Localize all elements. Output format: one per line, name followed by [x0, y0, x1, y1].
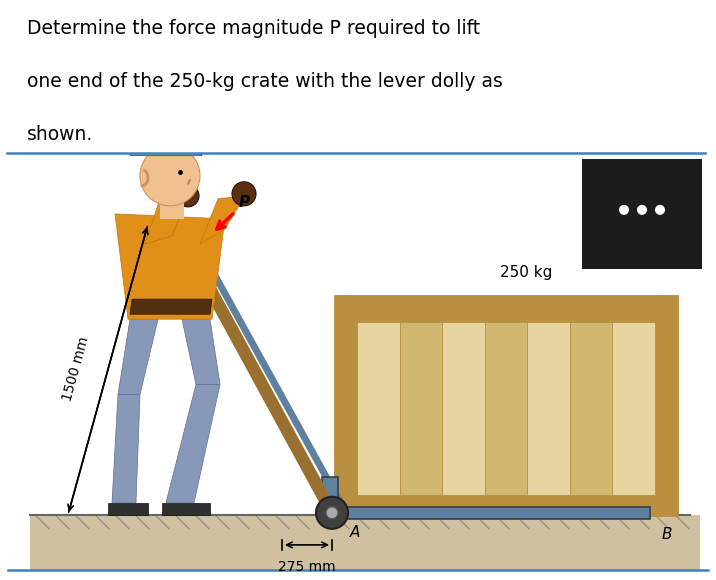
Bar [162, 503, 210, 515]
Polygon shape [182, 319, 220, 385]
Text: Determine the force magnitude P required to lift: Determine the force magnitude P required… [27, 19, 480, 38]
Bar [160, 194, 184, 219]
Polygon shape [200, 196, 245, 244]
Circle shape [316, 496, 348, 529]
Circle shape [140, 146, 200, 206]
Text: 250 kg: 250 kg [500, 265, 552, 280]
Bar [335, 495, 677, 515]
Polygon shape [112, 394, 140, 503]
Bar [328, 507, 650, 519]
Bar [357, 322, 400, 495]
Bar [655, 296, 677, 515]
Bar [612, 322, 655, 495]
Polygon shape [130, 299, 212, 314]
Bar [335, 296, 677, 322]
Circle shape [655, 205, 665, 215]
Polygon shape [166, 385, 220, 503]
Bar [322, 477, 338, 515]
Text: 1500 mm: 1500 mm [60, 335, 92, 403]
Polygon shape [130, 146, 202, 155]
Bar [400, 322, 442, 495]
Polygon shape [115, 214, 225, 319]
Circle shape [177, 185, 199, 207]
Bar [570, 322, 612, 495]
Polygon shape [138, 115, 196, 146]
Text: shown.: shown. [27, 125, 94, 144]
Text: B: B [662, 527, 672, 542]
Circle shape [619, 205, 629, 215]
Bar [527, 322, 570, 495]
Polygon shape [118, 319, 158, 394]
Bar [485, 322, 527, 495]
Polygon shape [30, 515, 700, 570]
Bar [335, 296, 357, 515]
Text: 275 mm: 275 mm [279, 560, 336, 574]
Text: A: A [350, 525, 360, 541]
Text: P: P [239, 195, 250, 210]
Bar [335, 296, 677, 515]
Circle shape [326, 507, 338, 519]
Circle shape [637, 205, 647, 215]
Bar [582, 159, 702, 269]
Circle shape [232, 182, 256, 206]
Text: one end of the 250-kg crate with the lever dolly as: one end of the 250-kg crate with the lev… [27, 72, 503, 91]
Polygon shape [145, 196, 188, 244]
Bar [108, 503, 148, 515]
Bar [442, 322, 485, 495]
